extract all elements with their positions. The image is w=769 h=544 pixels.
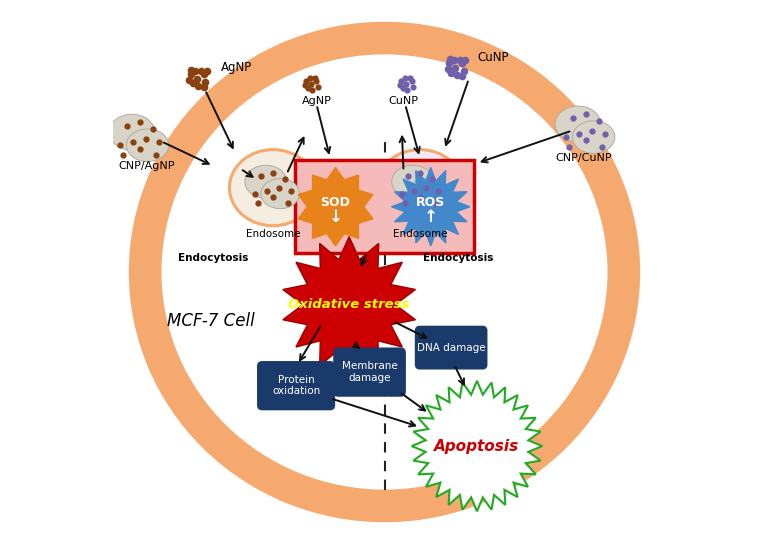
Ellipse shape — [129, 22, 640, 522]
Ellipse shape — [126, 129, 168, 162]
Text: CNP/CuNP: CNP/CuNP — [556, 153, 612, 163]
Text: Endocytosis: Endocytosis — [423, 254, 493, 263]
Polygon shape — [283, 237, 415, 373]
Text: Endosome: Endosome — [393, 229, 447, 239]
Ellipse shape — [391, 165, 434, 198]
FancyBboxPatch shape — [295, 160, 474, 253]
Ellipse shape — [229, 150, 317, 226]
Text: DNA damage: DNA damage — [417, 343, 485, 353]
Polygon shape — [411, 381, 542, 511]
Text: Membrane
damage: Membrane damage — [341, 361, 398, 383]
FancyBboxPatch shape — [258, 362, 335, 410]
Text: AgNP: AgNP — [221, 61, 252, 75]
Text: MCF-7 Cell: MCF-7 Cell — [167, 312, 255, 330]
Text: SOD: SOD — [321, 196, 351, 209]
FancyBboxPatch shape — [415, 326, 487, 369]
Text: ROS: ROS — [416, 196, 445, 209]
Polygon shape — [298, 168, 373, 246]
Text: CuNP: CuNP — [477, 51, 508, 64]
Ellipse shape — [161, 54, 608, 490]
Text: ↑: ↑ — [424, 207, 438, 226]
Polygon shape — [391, 168, 470, 246]
FancyBboxPatch shape — [334, 348, 405, 396]
Ellipse shape — [261, 178, 300, 208]
Text: ↓: ↓ — [328, 207, 342, 226]
Ellipse shape — [408, 178, 447, 208]
Text: AgNP: AgNP — [301, 96, 331, 106]
Ellipse shape — [555, 106, 601, 142]
Text: Endosome: Endosome — [246, 229, 300, 239]
Ellipse shape — [245, 165, 287, 198]
Text: CNP/AgNP: CNP/AgNP — [118, 161, 175, 171]
Text: Oxidative stress: Oxidative stress — [288, 298, 410, 311]
Text: Apoptosis: Apoptosis — [434, 438, 520, 454]
Ellipse shape — [109, 114, 155, 150]
Text: Protein
oxidation: Protein oxidation — [272, 375, 320, 397]
Ellipse shape — [572, 121, 615, 153]
Ellipse shape — [376, 150, 464, 226]
Text: Endocytosis: Endocytosis — [178, 254, 248, 263]
Text: CuNP: CuNP — [388, 96, 418, 106]
